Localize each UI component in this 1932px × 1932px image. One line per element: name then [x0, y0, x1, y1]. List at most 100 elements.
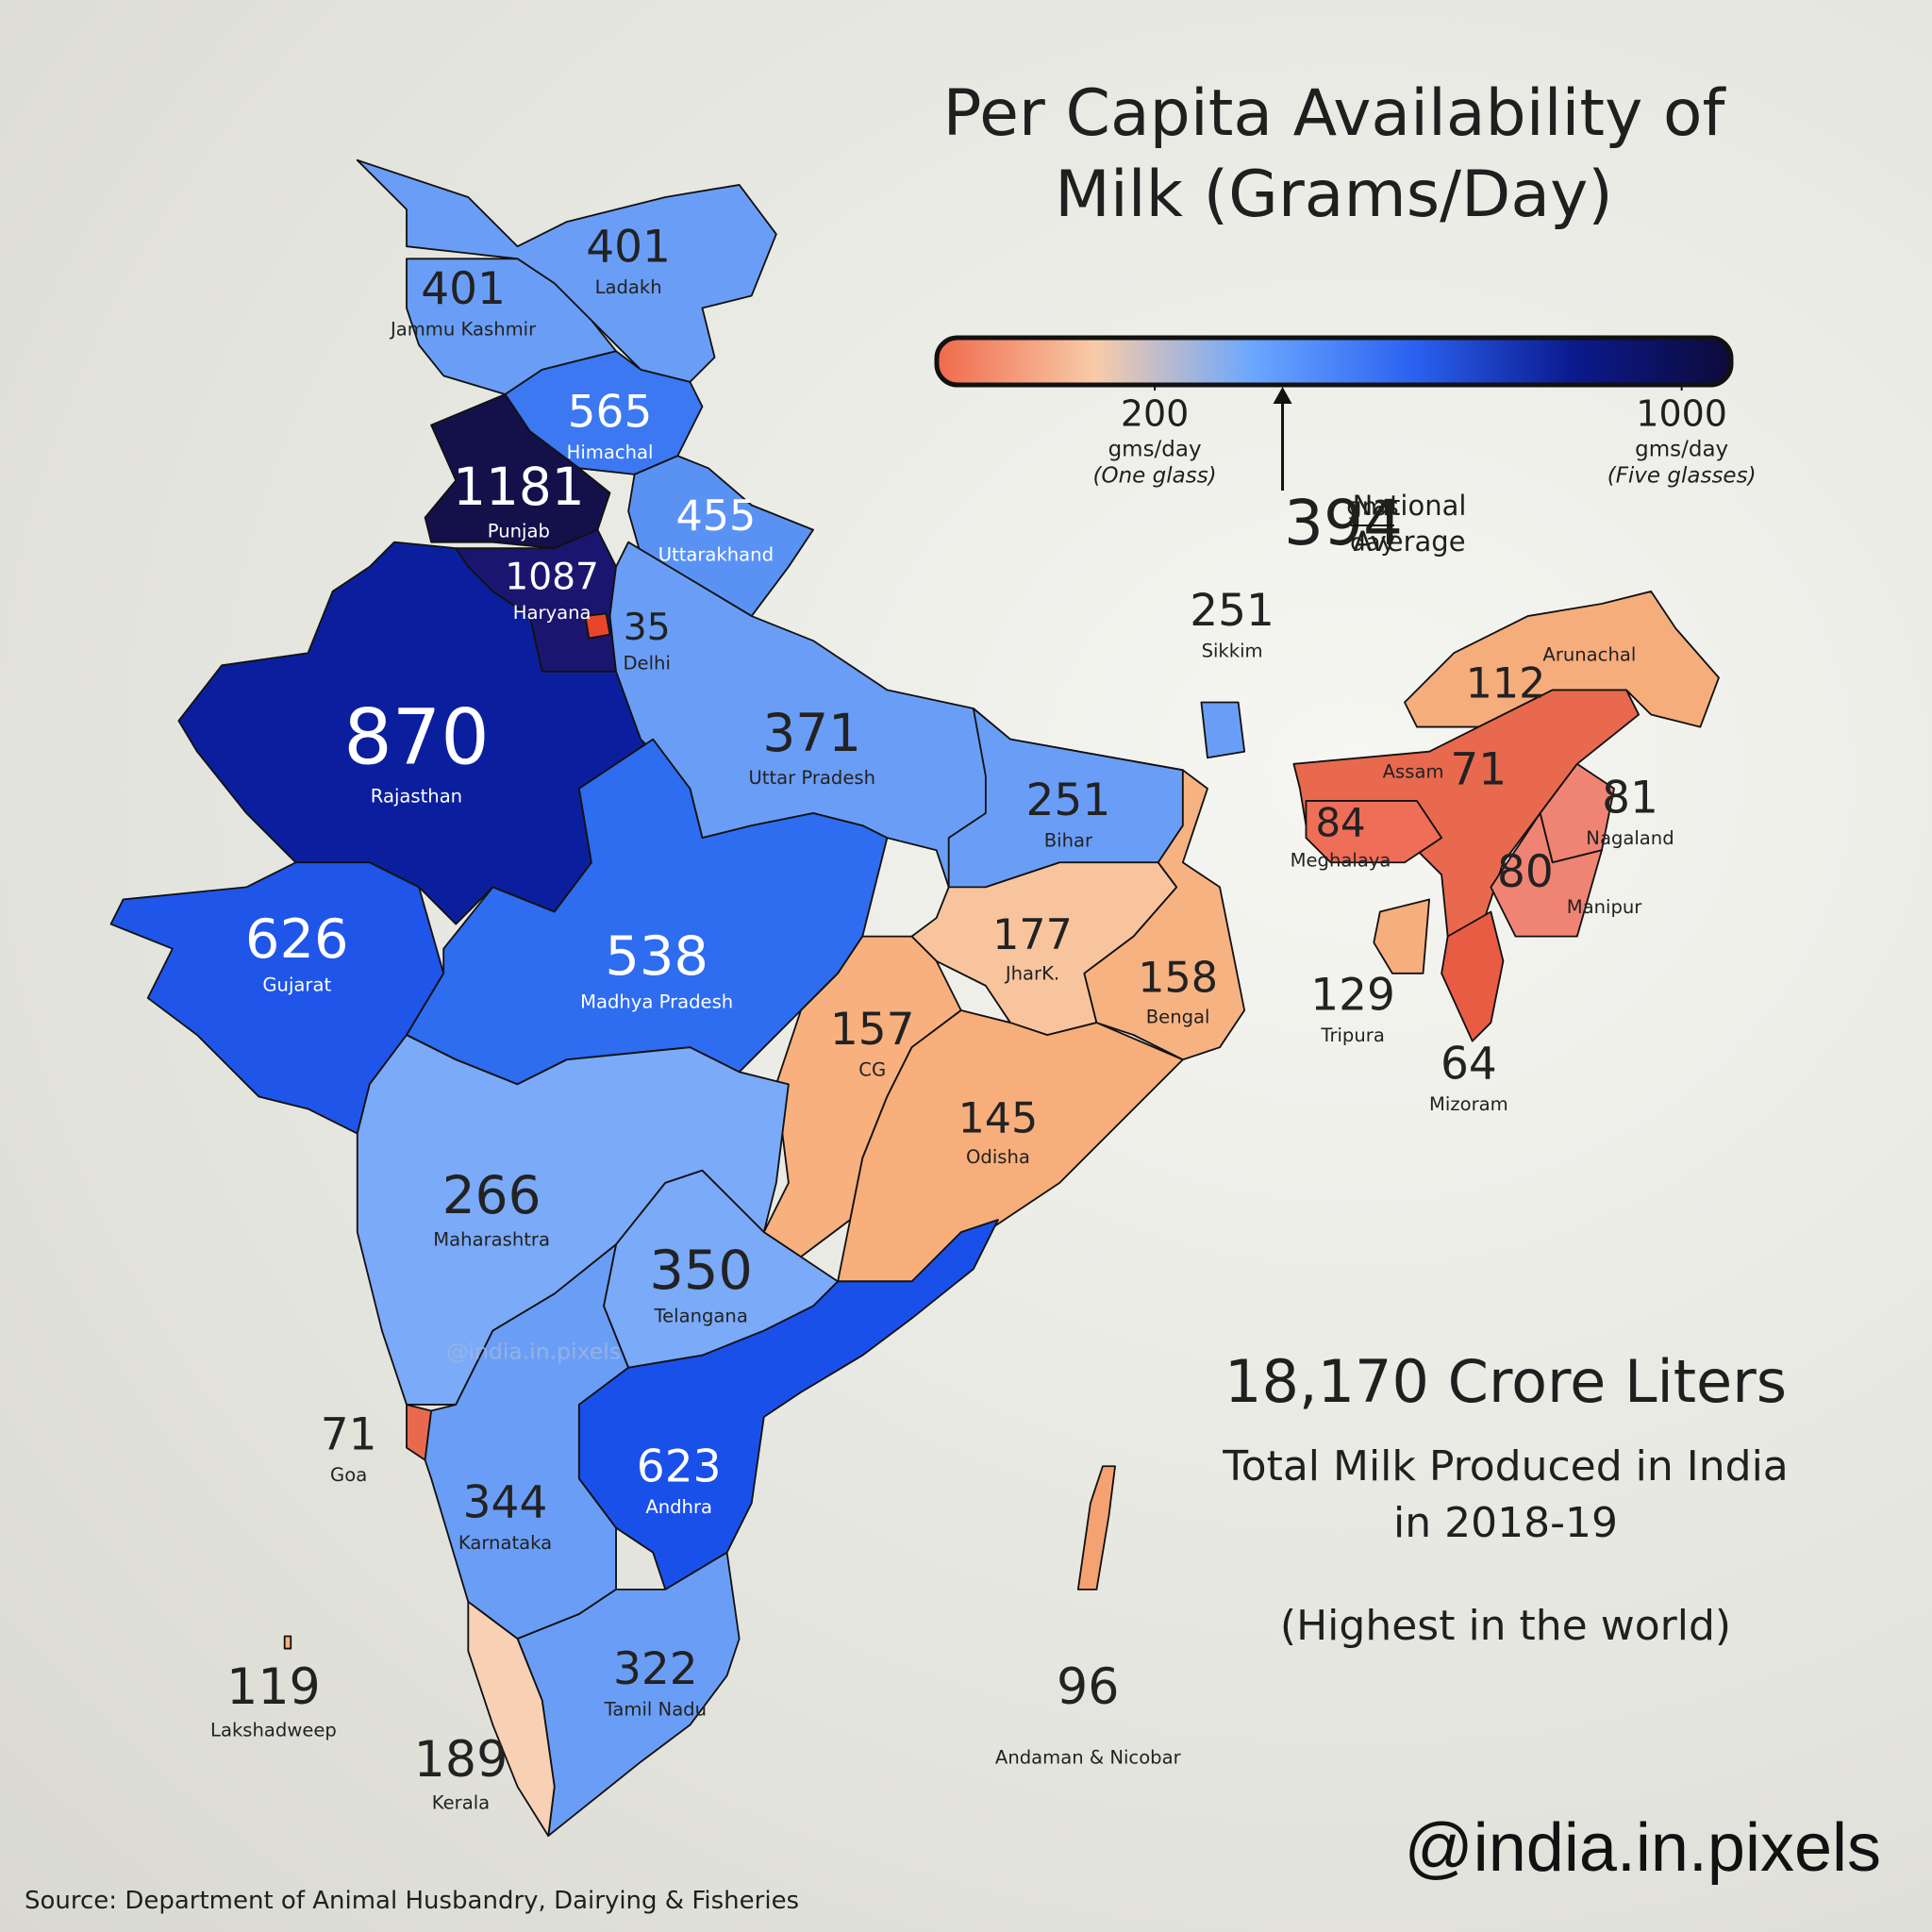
state-name: Uttar Pradesh [748, 767, 875, 789]
state-value: 119 [226, 1659, 321, 1716]
state-value: 371 [762, 703, 861, 763]
title: Per Capita Availability of Milk (Grams/D… [942, 76, 1725, 232]
state-value: 71 [321, 1409, 377, 1461]
colorbar-tick-unit: gms/day [1108, 438, 1202, 462]
total-text: Total Milk Produced in India in 2018-19 [1223, 1442, 1789, 1547]
state-value: 401 [586, 222, 671, 274]
state-value: 623 [637, 1441, 722, 1493]
state-value: 266 [442, 1165, 541, 1225]
total-headline: 18,170 Crore Liters [1224, 1347, 1787, 1416]
state-value: 112 [1466, 659, 1546, 708]
colorbar-tick-label: 1000 [1636, 393, 1727, 435]
state-value: 455 [675, 492, 756, 541]
state-value: 71 [1450, 743, 1507, 795]
state-name: Nagaland [1586, 827, 1674, 849]
state-name: CG [858, 1059, 886, 1081]
state-region [1373, 898, 1430, 974]
state-value: 35 [624, 607, 671, 649]
state-value: 870 [343, 694, 490, 783]
state-value: 322 [613, 1643, 698, 1695]
state-name: Punjab [488, 521, 550, 542]
state-value: 189 [414, 1732, 508, 1789]
state-region [177, 541, 655, 925]
state-value: 158 [1138, 955, 1218, 1003]
state-name: Lakshadweep [210, 1720, 337, 1741]
state-value: 251 [1026, 774, 1111, 826]
state-value: 538 [605, 924, 708, 988]
state-value: 81 [1602, 772, 1658, 824]
state-name: Andhra [645, 1496, 712, 1518]
source: Source: Department of Animal Husbandry, … [25, 1887, 800, 1915]
state-name: Bihar [1044, 830, 1093, 852]
state-name: Odisha [966, 1146, 1030, 1168]
state-value: 129 [1310, 969, 1395, 1021]
state-name: Gujarat [262, 974, 331, 995]
state-name: Madhya Pradesh [580, 991, 733, 1013]
average-label: Average [1353, 525, 1465, 558]
watermark: @india.in.pixels [446, 1339, 621, 1365]
state-name: Kerala [432, 1792, 490, 1814]
handle: @india.in.pixels [1404, 1810, 1881, 1886]
average-value: 394 [1284, 487, 1403, 559]
state-name: Bengal [1146, 1006, 1210, 1027]
state-value: 251 [1190, 585, 1274, 637]
state-name: Sikkim [1202, 640, 1263, 661]
average-label: National [1353, 490, 1467, 522]
average-unit-top: gms [1346, 493, 1398, 522]
state-name: Himachal [567, 441, 654, 463]
state-value: 626 [245, 908, 349, 971]
state-name: JharK. [1004, 963, 1059, 985]
colorbar-tick-note: (Five glasses) [1607, 464, 1757, 489]
state-value: 565 [568, 387, 653, 439]
state-name: Tamil Nadu [604, 1698, 707, 1720]
state-value: 157 [830, 1004, 915, 1056]
state-value: 1087 [505, 556, 599, 598]
state-value: 177 [992, 911, 1073, 959]
state-name: Telangana [653, 1306, 747, 1327]
state-name: Jammu Kashmir [389, 319, 537, 341]
total-note: (Highest in the world) [1279, 1602, 1732, 1650]
state-value: 80 [1497, 846, 1554, 898]
state-name: Goa [330, 1464, 367, 1486]
state-value: 1181 [453, 457, 585, 517]
state-name: Maharashtra [433, 1229, 550, 1251]
state-name: Assam [1383, 760, 1444, 782]
state-region [1441, 910, 1505, 1042]
state-name: Tripura [1320, 1024, 1384, 1046]
state-region [1200, 701, 1246, 759]
state-value: 350 [649, 1239, 753, 1302]
state-value: 401 [421, 263, 506, 315]
state-region [837, 1009, 1184, 1283]
state-value: 145 [958, 1095, 1039, 1143]
state-name: Uttarakhand [658, 544, 774, 566]
state-region [467, 1601, 556, 1838]
state-name: Manipur [1567, 896, 1643, 918]
state-region [584, 612, 611, 640]
colorbar-tick-unit: gms/day [1635, 438, 1728, 462]
state-name: Arunachal [1542, 643, 1636, 665]
state-region [1490, 812, 1603, 938]
colorbar-tick-note: (One glass) [1093, 464, 1217, 489]
state-name: Rajasthan [371, 786, 462, 808]
state-name: Haryana [513, 602, 591, 624]
average-arrow-head [1273, 387, 1292, 404]
colorbar [934, 335, 1734, 388]
state-name: Mizoram [1429, 1093, 1508, 1115]
state-region [1076, 1465, 1116, 1591]
state-value: 96 [1057, 1659, 1119, 1716]
state-region [1305, 800, 1443, 864]
state-value: 64 [1441, 1039, 1497, 1091]
average-unit-bottom: day [1350, 529, 1395, 558]
state-name: Andaman & Nicobar [995, 1746, 1182, 1768]
state-region [627, 455, 814, 617]
state-region [283, 1635, 292, 1650]
state-value: 84 [1315, 800, 1365, 846]
colorbar-tick-label: 200 [1121, 393, 1190, 435]
state-value: 344 [463, 1477, 548, 1529]
state-name: Delhi [623, 652, 670, 674]
state-name: Karnataka [458, 1532, 552, 1554]
